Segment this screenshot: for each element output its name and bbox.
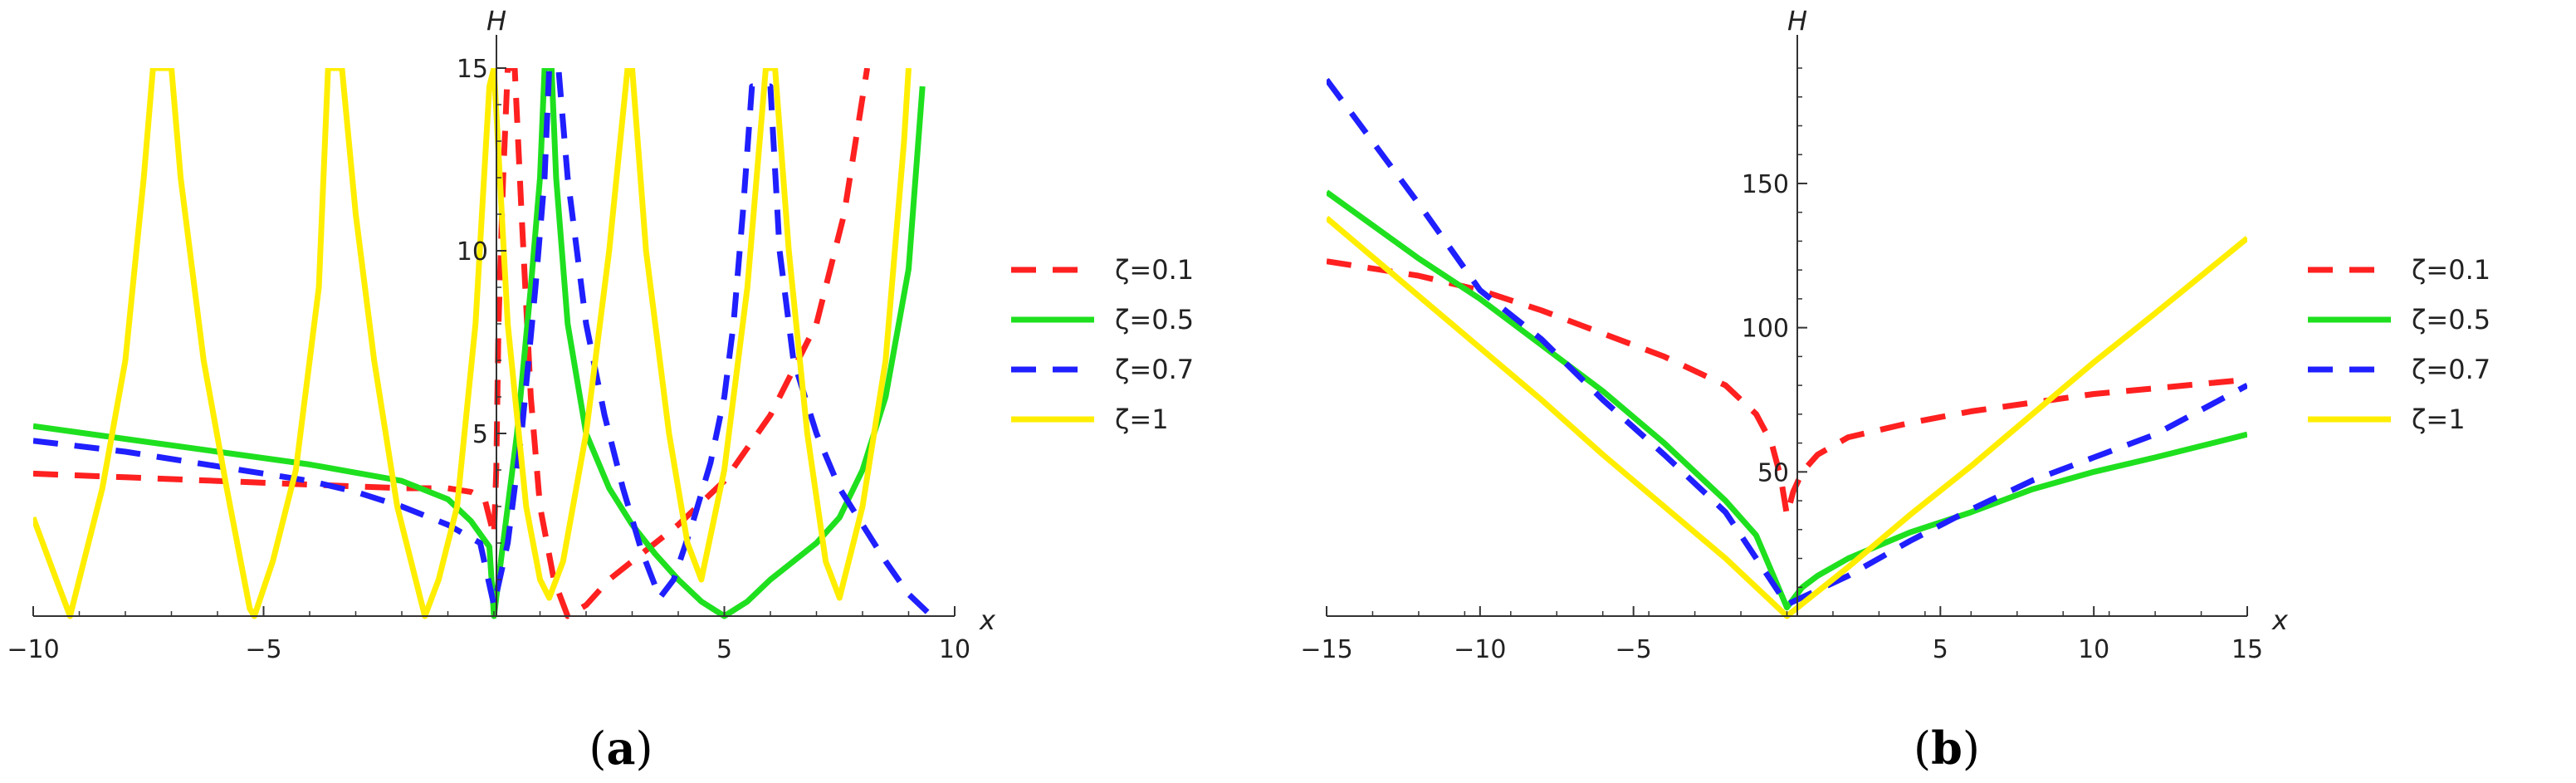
y-tick-label: 10 xyxy=(457,237,488,267)
legend-label-2: ζ=0.7 xyxy=(1115,354,1194,385)
series-line-0 xyxy=(1327,258,2247,518)
y-tick-label: 5 xyxy=(472,420,488,449)
x-tick-label: 10 xyxy=(939,635,970,664)
x-axis-label: x xyxy=(2271,604,2289,636)
x-axis-label: x xyxy=(979,604,996,636)
x-tick-label: −10 xyxy=(1454,635,1506,664)
legend-label-3: ζ=1 xyxy=(2412,404,2466,435)
series-line-1 xyxy=(1327,189,2247,611)
plot-area-a xyxy=(33,68,934,619)
legend-label-0: ζ=0.1 xyxy=(1115,254,1194,286)
axes-b: −15 −10 −5 5 10 15 50 100 150 x H xyxy=(1300,5,2289,664)
axes-a: −10 −5 5 10 5 10 15 x H xyxy=(7,5,996,664)
x-tick-label: −5 xyxy=(245,635,281,664)
y-tick-label: 150 xyxy=(1742,170,1789,199)
legend-label-1: ζ=0.5 xyxy=(2412,304,2490,335)
x-tick-label: 15 xyxy=(2231,635,2263,664)
y-tick-label: 50 xyxy=(1757,458,1789,487)
plot-area-b xyxy=(1327,77,2247,619)
series-line-2 xyxy=(33,68,934,619)
panel-label-b: (b) xyxy=(1914,722,1980,775)
series-group xyxy=(1327,77,2247,619)
legend-label-2: ζ=0.7 xyxy=(2412,354,2490,385)
x-tick-label: 5 xyxy=(1933,635,1948,664)
legend-b: ζ=0.1 ζ=0.5 ζ=0.7 ζ=1 xyxy=(2308,254,2490,435)
series-group xyxy=(33,68,934,619)
panel-label-a: (a) xyxy=(589,722,653,775)
y-tick-label: 100 xyxy=(1742,315,1789,344)
y-axis-label: H xyxy=(486,5,506,37)
x-tick-label: 5 xyxy=(716,635,732,664)
y-tick-label: 15 xyxy=(457,55,488,84)
x-tick-label: −15 xyxy=(1300,635,1352,664)
series-line-3 xyxy=(33,68,912,619)
x-tick-label: 10 xyxy=(2078,635,2109,664)
legend-a: ζ=0.1 ζ=0.5 ζ=0.7 ζ=1 xyxy=(1011,254,1194,435)
y-axis-label: H xyxy=(1787,5,1807,37)
legend-label-3: ζ=1 xyxy=(1115,404,1169,435)
legend-label-1: ζ=0.5 xyxy=(1115,304,1194,335)
x-tick-label: −10 xyxy=(7,635,59,664)
panel-a: −10 −5 5 10 5 10 15 x H ζ=0.1 ζ=0.5 ζ=0.7 ζ=1 (a) xyxy=(7,5,1194,775)
x-tick-label: −5 xyxy=(1615,635,1652,664)
series-line-3 xyxy=(1327,215,2247,619)
legend-label-0: ζ=0.1 xyxy=(2412,254,2490,286)
